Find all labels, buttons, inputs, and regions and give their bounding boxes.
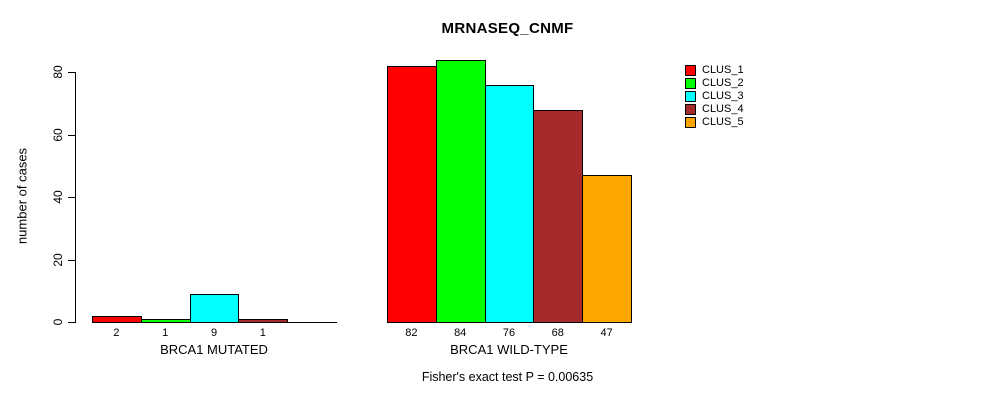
bar-value-label: 76 [502,327,516,339]
legend: CLUS_1 CLUS_2 CLUS_3 CLUS_4 CLUS_5 [685,64,744,129]
legend-label: CLUS_2 [702,77,744,90]
legend-swatch [685,104,696,116]
legend-label: CLUS_5 [702,116,744,129]
footer-note: Fisher's exact test P = 0.00635 [421,370,594,384]
bar-value-label: 2 [113,327,120,339]
y-axis-tick [68,259,75,261]
legend-item: CLUS_5 [685,116,744,129]
legend-swatch [685,117,696,129]
y-axis-tick [68,134,75,136]
bar-value-label: 68 [551,327,564,339]
bar [189,293,240,323]
y-axis-tick [68,322,75,323]
y-tick-label: 20 [51,252,65,267]
y-axis-line [75,72,76,323]
y-tick-label: 80 [51,65,65,79]
bar [582,175,632,323]
bar-value-label: 47 [600,327,613,339]
legend-item: CLUS_4 [685,103,744,116]
bar [484,84,535,323]
bar [533,109,584,323]
bar-value-label: 1 [162,327,169,339]
legend-swatch [685,91,696,103]
legend-label: CLUS_4 [702,103,744,116]
y-tick-label: 40 [51,190,65,204]
legend-swatch [685,78,696,90]
bar [238,318,289,323]
bar-value-label: 9 [210,327,218,339]
x-category-label: BRCA1 WILD-TYPE [450,342,568,357]
bar-value-label: 82 [405,327,418,339]
bar-value-label: 84 [454,327,467,339]
legend-item: CLUS_1 [685,64,744,77]
bar [435,59,486,323]
bar [140,318,191,323]
legend-label: CLUS_3 [702,90,744,103]
x-category-label: BRCA1 MUTATED [160,342,268,357]
y-tick-label: 0 [51,318,65,326]
legend-label: CLUS_1 [702,64,744,77]
bar [92,315,142,323]
bar [387,65,437,323]
y-axis-tick [68,72,75,73]
legend-item: CLUS_3 [685,90,744,103]
y-tick-label: 60 [51,127,65,142]
chart-title: MRNASEQ_CNMF [441,20,574,37]
legend-item: CLUS_2 [685,77,744,90]
legend-swatch [685,65,696,77]
bar-value-label: 1 [259,327,266,339]
y-axis-tick [68,197,75,198]
